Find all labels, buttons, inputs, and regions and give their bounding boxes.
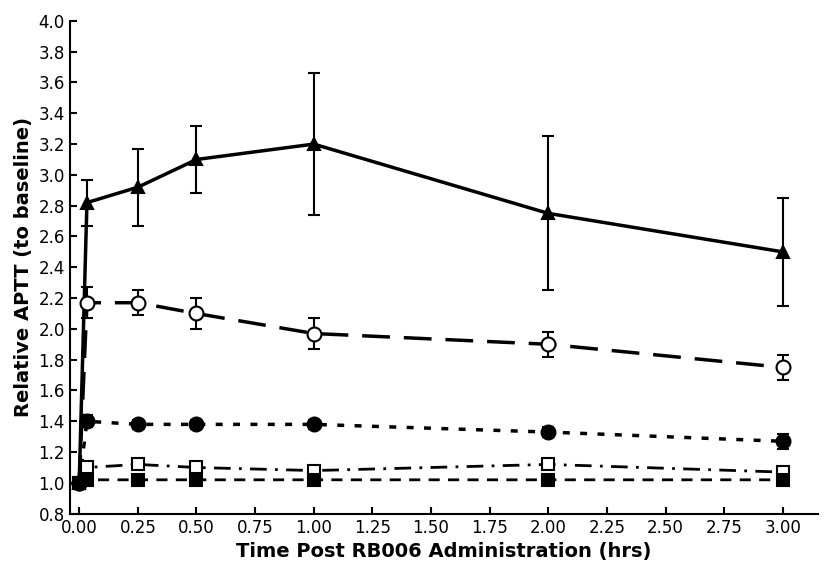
- Y-axis label: Relative APTT (to baseline): Relative APTT (to baseline): [14, 117, 33, 417]
- X-axis label: Time Post RB006 Administration (hrs): Time Post RB006 Administration (hrs): [236, 542, 651, 561]
